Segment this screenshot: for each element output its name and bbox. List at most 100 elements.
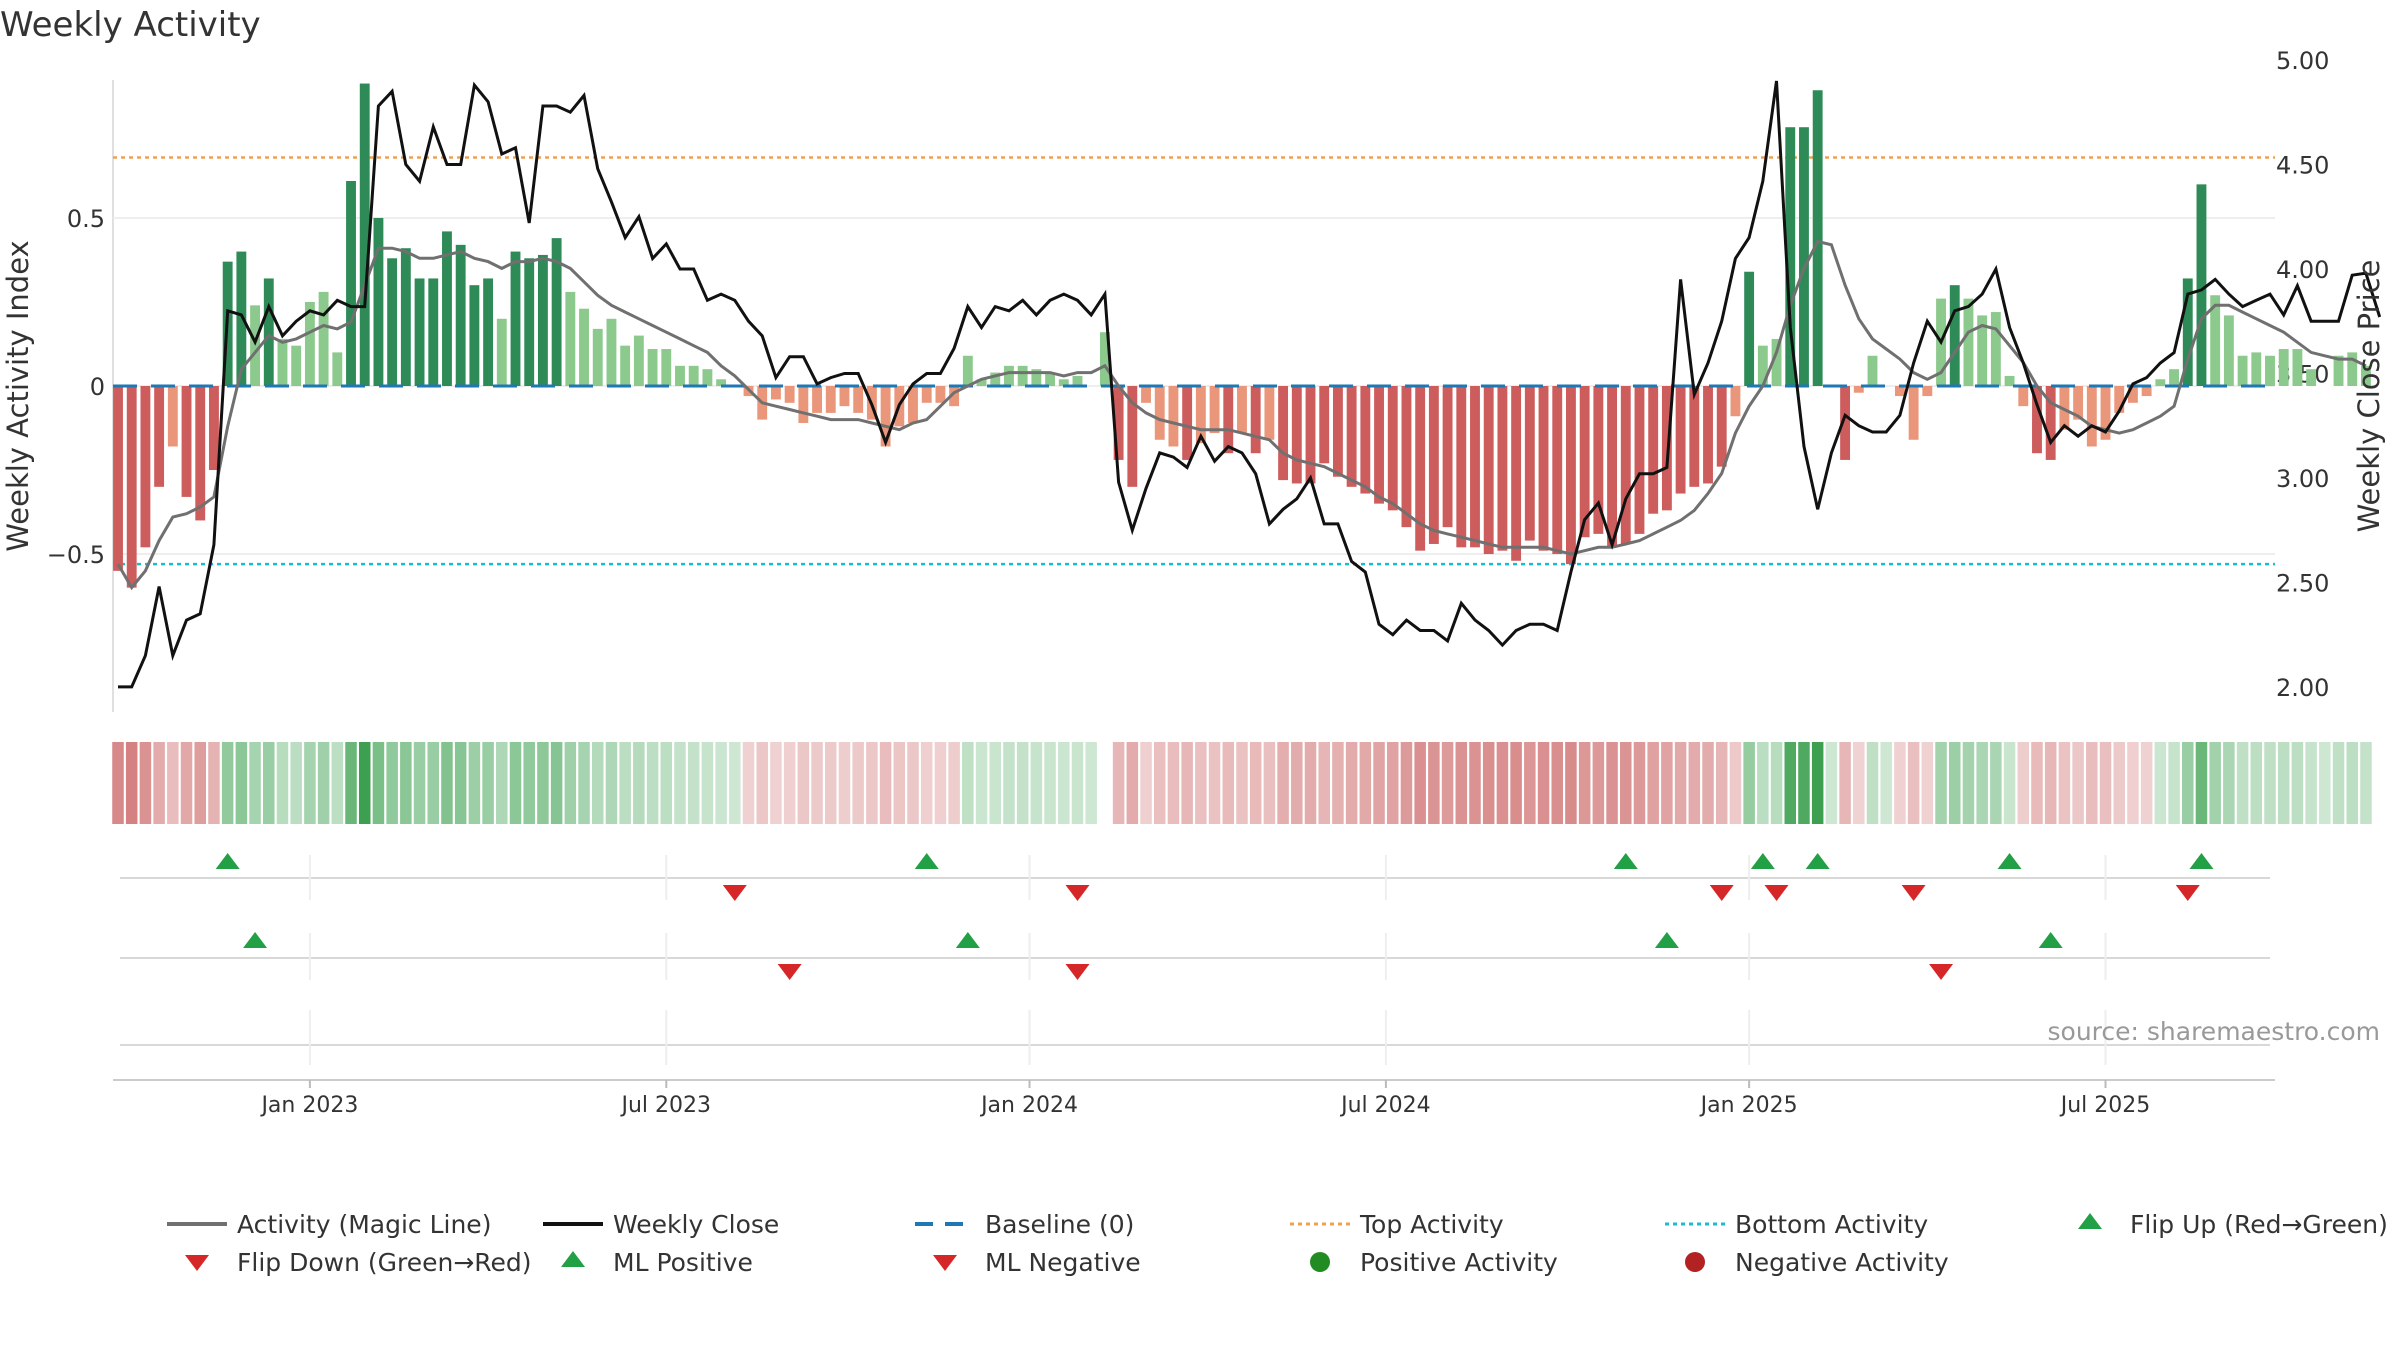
activity-bar [1552, 386, 1563, 555]
strip-cell [852, 742, 864, 824]
strip-cell [1674, 742, 1687, 824]
x-tick-label: Jan 2023 [259, 1093, 358, 1118]
strip-cell [537, 742, 549, 824]
activity-bar [400, 248, 411, 386]
strip-cell [1071, 742, 1084, 824]
strip-cell [2360, 742, 2372, 824]
activity-bar [537, 254, 548, 386]
strip-cell [1359, 742, 1372, 824]
strip-cell [715, 742, 727, 824]
flip-up-marker [1750, 853, 1775, 869]
strip-cell [1428, 742, 1440, 824]
strip-cell [674, 742, 686, 824]
activity-bar [688, 365, 699, 386]
strip-cell [2058, 742, 2071, 824]
activity-bar [2347, 352, 2358, 386]
strip-cell [1112, 742, 1125, 824]
strip-cell [2140, 742, 2153, 824]
activity-bar [291, 345, 302, 386]
activity-bar [839, 386, 850, 407]
activity-bar [1360, 386, 1371, 494]
strip-cell [2154, 742, 2167, 824]
activity-bar [1840, 386, 1851, 460]
strip-cell [1373, 742, 1385, 824]
strip-cell [2264, 742, 2276, 824]
activity-bar [167, 386, 178, 447]
activity-bar [1045, 372, 1056, 386]
activity-bar [1332, 386, 1343, 477]
activity-bar [2333, 355, 2344, 386]
strip-cell [2291, 742, 2304, 824]
activity-bar [1387, 386, 1398, 511]
strip-cell [2277, 742, 2290, 824]
ml-positive-marker [1654, 932, 1679, 948]
activity-bar [921, 386, 932, 403]
weekly-close-series [118, 80, 2382, 689]
activity-bar [1949, 285, 1960, 386]
strip-cell [1811, 742, 1824, 824]
activity-bar [1620, 386, 1631, 544]
strip-cell [1208, 742, 1221, 824]
strip-cell [907, 742, 919, 824]
strip-cell [756, 742, 768, 824]
ml-negative-marker [1065, 964, 1090, 980]
strip-cell [1770, 742, 1783, 824]
activity-bar [524, 258, 535, 386]
strip-cell [1058, 742, 1070, 824]
activity-bar [661, 349, 672, 386]
activity-bar [1250, 386, 1261, 454]
strip-cell [989, 742, 1002, 824]
activity-bar [1785, 127, 1796, 386]
legend-label: Top Activity [1359, 1210, 1504, 1239]
strip-cell [1345, 742, 1358, 824]
flip-down-marker [1901, 885, 1926, 901]
strip-cell [1661, 742, 1673, 824]
strip-cell [1565, 742, 1577, 824]
flip-up-marker [1805, 853, 1830, 869]
strip-cell [180, 742, 193, 824]
legend-item: Flip Up (Red→Green) [2078, 1210, 2388, 1239]
strip-cell [783, 742, 796, 824]
activity-bar [1730, 386, 1741, 417]
strip-cell [304, 742, 316, 824]
flip-down-marker [1764, 885, 1789, 901]
legend-item: Top Activity [1290, 1210, 1504, 1239]
strip-cell [427, 742, 440, 824]
strip-cell [866, 742, 878, 824]
activity-bar [442, 231, 452, 386]
activity-heat-strip [112, 742, 2372, 824]
strip-cell [2346, 742, 2358, 824]
strip-cell [934, 742, 947, 824]
strip-cell [1839, 742, 1851, 824]
strip-cell [1935, 742, 1947, 824]
strip-cell [290, 742, 302, 824]
activity-bar [1346, 386, 1357, 487]
strip-cell [2223, 742, 2235, 824]
strip-cell [564, 742, 577, 824]
strip-cell [2031, 742, 2043, 824]
strip-cell [249, 742, 261, 824]
left-axis-ticks: 0.5 0 −0.5 [47, 205, 105, 569]
strip-cell [1003, 742, 1015, 824]
right-tick-label: 2.00 [2276, 674, 2329, 702]
flip-down-marker [2175, 885, 2200, 901]
strip-cell [386, 742, 398, 824]
x-tick-label: Jul 2025 [2059, 1093, 2151, 1118]
activity-bar [1141, 386, 1151, 403]
activity-bar [675, 365, 685, 386]
legend-item: Negative Activity [1685, 1248, 1949, 1277]
strip-cell [1962, 742, 1975, 824]
legend-item: ML Positive [561, 1248, 753, 1277]
activity-bar [2086, 386, 2097, 447]
activity-bar [1004, 365, 1014, 386]
activity-bar [853, 386, 864, 413]
strip-cell [2113, 742, 2125, 824]
legend-label: Activity (Magic Line) [237, 1210, 491, 1239]
activity-bars [113, 83, 2371, 588]
strip-cell [1976, 742, 1988, 824]
x-tick-label: Jul 2024 [1339, 1093, 1431, 1118]
strip-cell [1578, 742, 1591, 824]
strip-cell [125, 742, 138, 824]
strip-cell [112, 742, 124, 824]
activity-bar [935, 386, 946, 403]
